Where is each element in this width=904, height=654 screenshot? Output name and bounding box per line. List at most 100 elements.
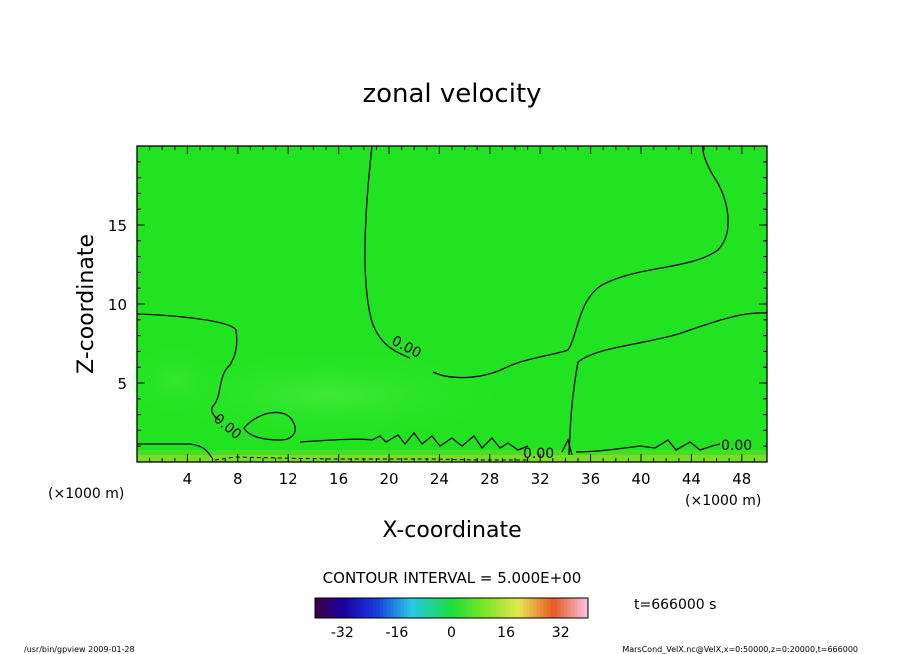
contour-interval-text: CONTOUR INTERVAL = 5.000E+00 [323,569,582,587]
colorbar-cell [553,598,558,618]
colorbar-cell [581,598,585,618]
colorbar-cell [434,598,439,618]
colorbar-cell [529,598,534,618]
x-tick-label: 48 [732,470,751,488]
time-text: t=666000 s [634,597,716,613]
colorbar-cell [512,598,517,618]
colorbar-cell [332,598,336,618]
x-tick-label: 12 [279,470,298,488]
colorbar-cell [489,598,493,618]
colorbar-cell [400,598,405,618]
colorbar-cell [516,598,521,618]
x-tick-label: 4 [183,470,193,488]
colorbar-cell [492,598,497,618]
colorbar-cell [471,598,476,618]
colorbar-cell [349,598,353,618]
colorbar-cell [485,598,490,618]
colorbar-cell [424,598,429,618]
colorbar [314,597,589,619]
colorbar-tick-label: 16 [497,625,515,641]
colorbar-cell [335,598,340,618]
x-tick-label: 28 [480,470,499,488]
colorbar-cell [468,598,473,618]
colorbar-cell [444,598,449,618]
colorbar-cell [407,598,411,618]
colorbar-cell [410,598,415,618]
x-tick-label: 36 [581,470,600,488]
colorbar-cell [369,598,374,618]
colorbar-cell [403,598,408,618]
colorbar-tick-label: -16 [385,625,408,641]
colorbar-cell [328,598,333,618]
colorbar-cell [355,598,360,618]
colorbar-cell [540,598,545,618]
contour-line-central [364,145,729,379]
colorbar-cell [557,598,562,618]
colorbar-cell [448,598,452,618]
colorbar-cell [506,598,510,618]
contour-label-right: 0.00 [721,438,752,454]
colorbar-frame [314,597,589,619]
colorbar-cell [338,598,343,618]
x-axis: 4 8 12 16 20 24 28 32 36 40 44 48 [149,146,755,488]
colorbar-cell [431,598,435,618]
contour-lines [136,145,768,461]
colorbar-cell [584,598,589,618]
colorbar-cell [478,598,483,618]
x-tick-label: 44 [682,470,701,488]
y-axis: 5 10 15 [108,161,767,447]
colorbar-cell [550,598,555,618]
colorbar-tick-label: -32 [331,625,354,641]
colorbar-cell [560,598,565,618]
colorbar-cell [413,598,418,618]
field-light-region-left [125,340,225,420]
contour-line-left-loop [243,411,296,441]
colorbar-cell [574,598,579,618]
colorbar-cell [379,598,384,618]
colorbar-cell [564,598,568,618]
x-tick-label: 8 [233,470,243,488]
colorbar-cell [570,598,575,618]
x-axis-unit-right: (×1000 m) [685,493,761,509]
colorbar-cell [475,598,480,618]
colorbar-cell [420,598,425,618]
x-tick-label: 24 [430,470,449,488]
colorbar-cell [417,598,422,618]
colorbar-tick-label: 0 [447,625,456,641]
colorbar-cell [536,598,541,618]
y-tick-label: 10 [108,296,127,314]
contour-label-bottom: 0.00 [523,446,554,462]
colorbar-cell [427,598,432,618]
colorbar-cell [543,598,548,618]
colorbar-cell [458,598,463,618]
colorbar-cell [533,598,538,618]
colorbar-cell [495,598,500,618]
colorbar-cell [526,598,531,618]
colorbar-cell [359,598,364,618]
contour-line-near-surface [299,431,721,456]
contour-line-bottom-left [137,443,213,459]
x-axis-label: X-coordinate [382,518,521,543]
colorbar-cell [321,598,326,618]
colorbar-cell [318,598,323,618]
footer-right: MarsCond_VelX.nc@VelX,x=0:50000,z=0:2000… [622,645,858,654]
colorbar-cell [352,598,357,618]
colorbar-cell [441,598,446,618]
colorbar-cell [315,598,319,618]
colorbar-cell [386,598,391,618]
x-axis-unit-left: (×1000 m) [48,486,124,502]
colorbar-cell [465,598,469,618]
y-tick-label: 15 [108,217,127,235]
colorbar-cell [523,598,527,618]
colorbar-tick-label: 32 [552,625,570,641]
footer-left: /usr/bin/gpview 2009-01-28 [24,645,135,654]
plot-area: 0.00 0.00 0.00 0.00 [125,145,768,463]
colorbar-cell [366,598,370,618]
colorbar-cell [577,598,582,618]
contour-line-right-lower [568,312,768,456]
colorbar-cell [342,598,347,618]
colorbar-cell [461,598,466,618]
colorbar-cell [376,598,381,618]
field-bottom-band-2 [137,450,767,455]
